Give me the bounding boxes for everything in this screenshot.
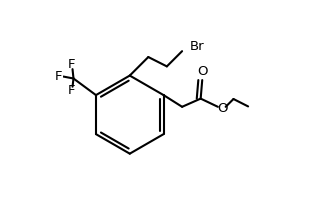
Text: F: F <box>68 84 75 97</box>
Text: Br: Br <box>190 40 204 53</box>
Text: O: O <box>217 102 228 115</box>
Text: F: F <box>68 58 75 71</box>
Text: O: O <box>197 65 207 78</box>
Text: F: F <box>55 70 62 83</box>
